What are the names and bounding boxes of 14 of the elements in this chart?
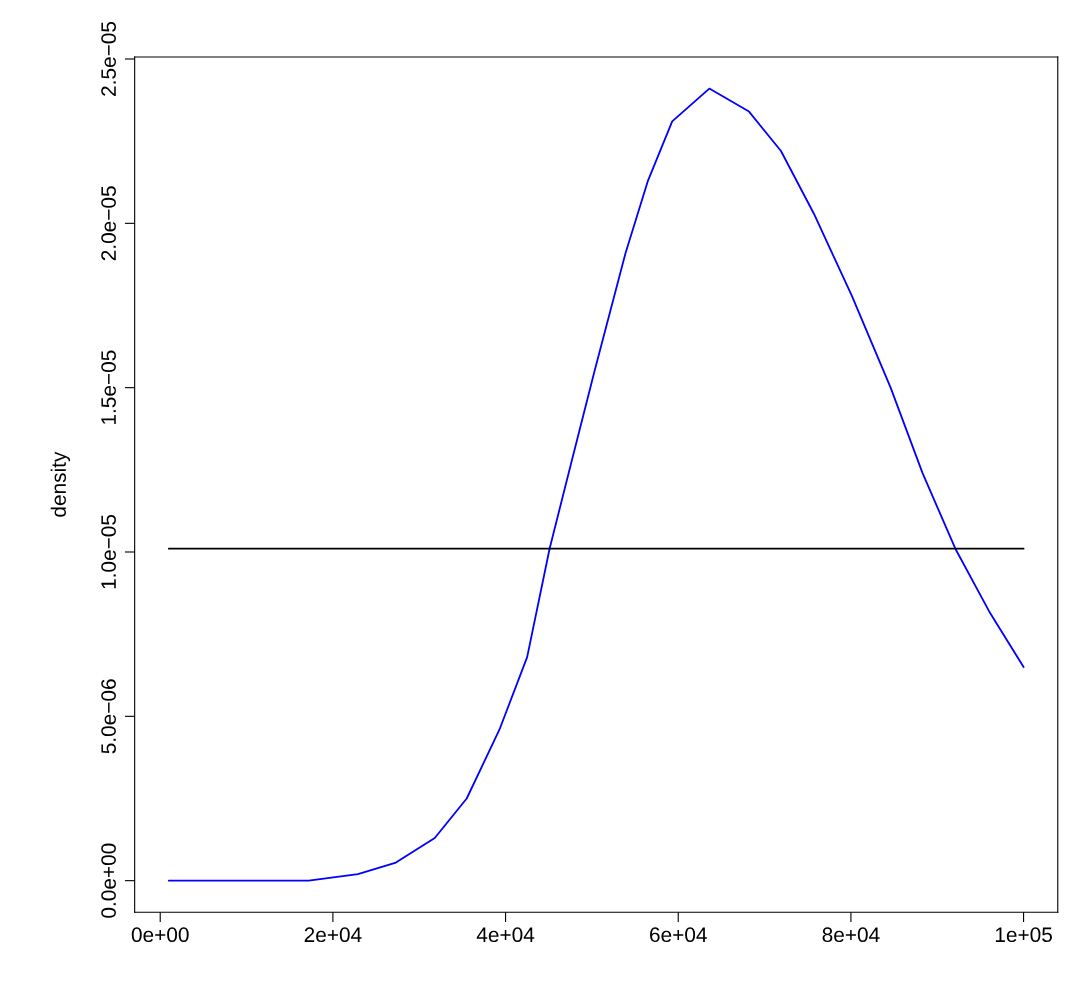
y-tick-label: 1.0e−05 <box>101 514 116 589</box>
y-axis-title: density <box>50 451 71 517</box>
x-tick-label: 6e+04 <box>650 927 707 943</box>
y-tick-label: 5.0e−06 <box>101 679 116 754</box>
y-tick-label: 1.5e−05 <box>101 350 116 425</box>
line-series <box>167 87 1025 882</box>
x-tick-label: 2e+04 <box>304 927 362 943</box>
y-tick-label: 0.0e+00 <box>101 843 116 918</box>
x-tick-label: 1e+05 <box>995 927 1052 943</box>
x-tick-label: 8e+04 <box>822 927 880 943</box>
y-tick-label: 2.5e−05 <box>101 21 116 96</box>
x-tick-label: 4e+04 <box>476 927 535 943</box>
y-tick-label: 2.0e−05 <box>101 186 116 261</box>
x-tick-label: 0e+00 <box>131 927 189 943</box>
